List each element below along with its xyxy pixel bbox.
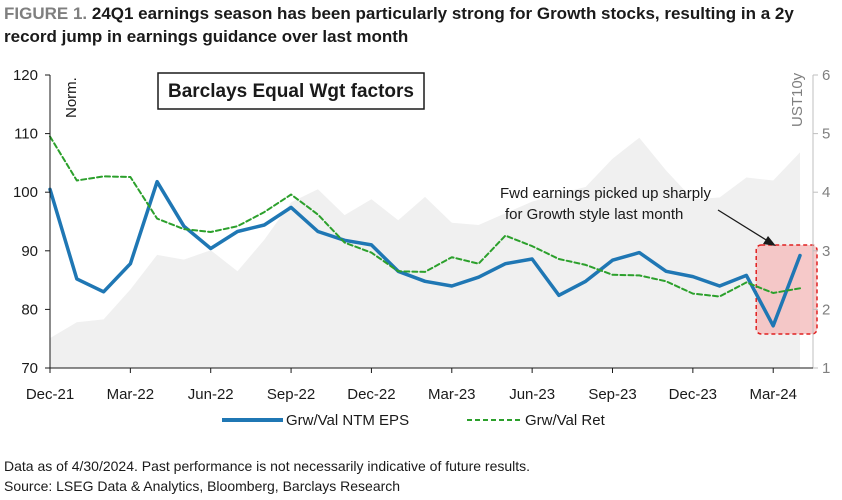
left-axis-tick-label: 120 [13,67,38,84]
grw-val-ret-line [49,135,801,298]
annotation-arrow-head [763,236,776,246]
legend-label-ret: Grw/Val Ret [525,412,606,429]
inset-title-box [157,72,425,110]
left-axis-title: Norm. [63,77,80,118]
left-axis-tick-label: 90 [21,243,38,260]
grw-val-eps-line [48,179,802,328]
right-axis-tick-label: 5 [822,126,830,143]
annotation-line-2: for Growth style last month [505,206,683,223]
x-axis-tick-label: Sep-22 [267,386,315,403]
figure-title-text: 24Q1 earnings season has been particular… [4,4,794,46]
x-axis-tick-label: Dec-23 [669,386,717,403]
x-axis-tick-label: Dec-21 [26,386,74,403]
chart-title: FIGURE 1. 24Q1 earnings season has been … [4,2,834,48]
left-axis-tick-label: 100 [13,184,38,201]
right-axis-tick-label: 2 [822,301,830,318]
right-axis-title: UST10y [789,72,806,127]
left-axis-tick-label: 70 [21,360,38,377]
right-axis-tick-label: 3 [822,243,830,260]
right-axis-tick-label: 6 [822,67,830,84]
left-axis-tick-label: 110 [14,126,38,143]
legend-label-eps: Grw/Val NTM EPS [286,412,409,429]
x-axis-tick-label: Mar-24 [749,386,797,403]
disclaimer-note: Data as of 4/30/2024. Past performance i… [4,458,531,474]
x-axis-tick-label: Sep-23 [588,386,636,403]
x-axis-tick-label: Jun-23 [509,386,555,403]
left-axis-tick-label: 80 [21,301,38,318]
x-axis-tick-label: Dec-22 [347,386,395,403]
x-axis-tick-label: Jun-22 [188,386,234,403]
annotation-arrow-line [717,209,772,244]
inset-title: Barclays Equal Wgt factors [168,81,414,102]
ust10y-area [50,137,800,368]
figure-label: FIGURE 1. [4,4,88,23]
right-axis-tick-label: 4 [822,184,830,201]
annotation-line-1: Fwd earnings picked up sharply [500,185,711,202]
right-axis-tick-label: 1 [822,360,830,377]
source-note: Source: LSEG Data & Analytics, Bloomberg… [4,478,401,494]
x-axis-tick-label: Mar-22 [107,386,155,403]
x-axis-tick-label: Mar-23 [428,386,476,403]
line-chart: 70 80 90 100 110 120 1 2 3 4 5 6 Dec-21 Mar-22 Jun-22 S… [13,67,830,429]
